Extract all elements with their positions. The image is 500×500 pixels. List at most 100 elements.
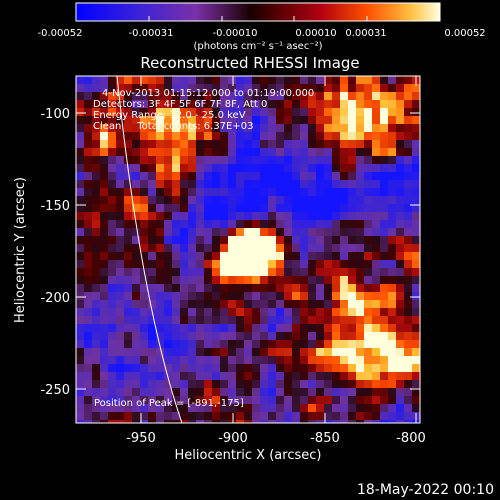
image-pixel xyxy=(124,276,133,285)
image-pixel xyxy=(340,308,349,317)
image-pixel xyxy=(396,204,405,213)
image-pixel xyxy=(380,100,389,109)
image-pixel xyxy=(164,252,173,261)
image-pixel xyxy=(340,284,349,293)
image-pixel xyxy=(332,132,341,141)
image-pixel xyxy=(108,124,117,133)
image-pixel xyxy=(300,340,309,349)
image-pixel xyxy=(164,412,173,421)
image-pixel xyxy=(324,404,333,413)
image-pixel xyxy=(356,188,365,197)
image-pixel xyxy=(324,324,333,333)
image-pixel xyxy=(268,412,277,421)
image-pixel xyxy=(308,316,317,325)
image-pixel xyxy=(196,180,205,189)
image-pixel xyxy=(364,364,373,373)
image-pixel xyxy=(76,148,85,157)
image-pixel xyxy=(108,420,117,423)
image-pixel xyxy=(140,148,149,157)
image-pixel xyxy=(396,76,405,85)
solar-limb-line xyxy=(116,76,183,423)
image-pixel xyxy=(388,372,397,381)
image-pixel xyxy=(396,132,405,141)
image-pixel xyxy=(356,260,365,269)
image-pixel xyxy=(332,252,341,261)
image-pixel xyxy=(252,276,261,285)
image-pixel xyxy=(260,356,269,365)
image-pixel xyxy=(76,236,85,245)
image-pixel xyxy=(220,324,229,333)
image-pixel xyxy=(204,420,213,423)
image-pixel xyxy=(84,412,93,421)
image-pixel xyxy=(172,180,181,189)
image-pixel xyxy=(284,212,293,221)
image-pixel xyxy=(260,372,269,381)
image-pixel xyxy=(132,388,141,397)
image-pixel xyxy=(148,220,157,229)
image-pixel xyxy=(300,292,309,301)
image-pixel xyxy=(284,76,293,85)
image-pixel xyxy=(236,148,245,157)
image-pixel xyxy=(124,420,133,423)
image-pixel xyxy=(188,228,197,237)
image-pixel xyxy=(116,332,125,341)
image-pixel xyxy=(172,300,181,309)
image-pixel xyxy=(268,356,277,365)
image-pixel xyxy=(108,348,117,357)
image-pixel xyxy=(404,356,413,365)
image-pixel xyxy=(212,300,221,309)
image-pixel xyxy=(188,180,197,189)
image-pixel xyxy=(316,124,325,133)
image-pixel xyxy=(276,132,285,141)
image-pixel xyxy=(396,196,405,205)
image-pixel xyxy=(156,316,165,325)
image-pixel xyxy=(276,172,285,181)
image-pixel xyxy=(284,276,293,285)
image-pixel xyxy=(348,284,357,293)
image-pixel xyxy=(236,76,245,85)
image-pixel xyxy=(212,348,221,357)
image-pixel xyxy=(412,220,420,229)
image-pixel xyxy=(204,276,213,285)
image-pixel xyxy=(76,76,85,85)
image-pixel xyxy=(228,396,237,405)
image-pixel xyxy=(372,268,381,277)
image-pixel xyxy=(380,396,389,405)
image-pixel xyxy=(164,244,173,253)
image-pixel xyxy=(396,84,405,93)
image-pixel xyxy=(164,380,173,389)
image-pixel xyxy=(308,388,317,397)
image-pixel xyxy=(76,188,85,197)
image-pixel xyxy=(268,148,277,157)
image-pixel xyxy=(236,108,245,117)
image-pixel xyxy=(316,284,325,293)
image-pixel xyxy=(316,116,325,125)
image-pixel xyxy=(268,348,277,357)
image-pixel xyxy=(108,172,117,181)
image-pixel xyxy=(324,292,333,301)
image-pixel xyxy=(260,236,269,245)
image-pixel xyxy=(204,148,213,157)
image-pixel xyxy=(244,172,253,181)
image-pixel xyxy=(396,180,405,189)
image-pixel xyxy=(276,300,285,309)
image-pixel xyxy=(244,196,253,205)
image-pixel xyxy=(308,100,317,109)
image-pixel xyxy=(148,196,157,205)
colorbar: -0.00052 -0.00031 -0.00010 0.00010 0.000… xyxy=(38,2,486,52)
image-pixel xyxy=(236,412,245,421)
image-pixel xyxy=(164,148,173,157)
image-pixel xyxy=(180,196,189,205)
image-pixel xyxy=(84,364,93,373)
image-pixel xyxy=(228,348,237,357)
image-pixel xyxy=(268,132,277,141)
image-pixel xyxy=(300,212,309,221)
image-pixel xyxy=(284,108,293,117)
image-pixel xyxy=(364,284,373,293)
image-pixel xyxy=(380,124,389,133)
image-pixel xyxy=(132,252,141,261)
image-pixel xyxy=(140,308,149,317)
image-pixel xyxy=(356,316,365,325)
image-pixel xyxy=(324,172,333,181)
image-pixel xyxy=(236,244,245,253)
